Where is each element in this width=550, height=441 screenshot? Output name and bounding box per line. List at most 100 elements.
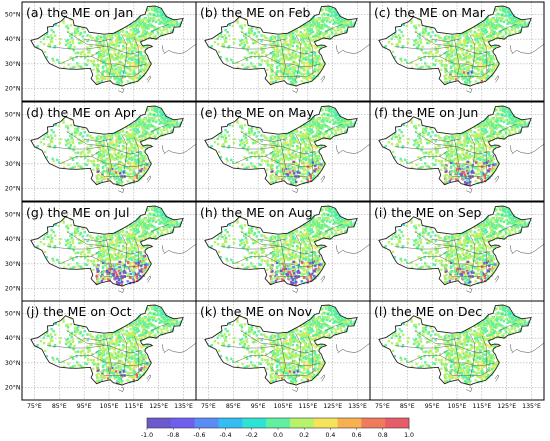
station-marker [310, 44, 313, 47]
station-marker [337, 120, 340, 124]
station-marker [161, 13, 164, 17]
station-marker [272, 51, 275, 54]
station-marker [120, 53, 124, 56]
station-marker [428, 55, 431, 59]
station-marker [300, 72, 303, 75]
station-marker [280, 157, 283, 161]
station-marker [125, 134, 128, 138]
station-marker [323, 17, 326, 20]
station-marker [391, 35, 395, 38]
station-marker [334, 132, 338, 135]
station-marker [292, 49, 295, 52]
station-marker [115, 43, 118, 46]
station-marker [94, 139, 97, 142]
station-marker [103, 135, 106, 138]
station-marker [494, 9, 497, 12]
station-marker [90, 159, 93, 163]
station-marker [307, 76, 311, 79]
station-marker [315, 18, 318, 22]
station-marker [302, 125, 306, 128]
station-marker [76, 31, 79, 34]
station-marker [414, 42, 418, 45]
station-marker [314, 19, 317, 22]
station-marker [143, 31, 146, 34]
station-marker [338, 20, 341, 23]
station-marker [463, 73, 467, 76]
station-marker [126, 72, 129, 75]
station-marker [326, 118, 330, 121]
station-marker [288, 64, 291, 67]
station-marker [429, 27, 433, 30]
station-marker [328, 34, 331, 37]
station-marker [108, 146, 112, 149]
station-marker [480, 168, 484, 172]
station-marker [254, 41, 257, 45]
station-marker [135, 130, 138, 133]
station-marker [311, 139, 315, 142]
station-marker [300, 154, 303, 157]
station-marker [109, 42, 112, 45]
station-marker [256, 139, 260, 142]
station-marker [462, 146, 465, 149]
station-marker [247, 145, 250, 149]
station-marker [108, 134, 111, 137]
station-marker [100, 154, 103, 158]
station-marker [67, 46, 71, 49]
station-marker [512, 26, 515, 29]
station-marker [272, 47, 275, 50]
station-marker [216, 42, 220, 46]
station-marker [145, 146, 148, 150]
station-marker [492, 61, 495, 65]
station-marker [314, 33, 317, 36]
station-marker [308, 49, 311, 52]
station-marker [310, 128, 313, 132]
station-marker [290, 62, 294, 65]
station-marker [292, 165, 295, 169]
station-marker [154, 134, 157, 137]
station-marker [110, 43, 114, 46]
station-marker [253, 151, 256, 154]
station-marker [314, 124, 317, 127]
station-marker [259, 163, 263, 167]
station-marker [77, 26, 80, 30]
station-marker [299, 31, 302, 34]
station-marker [72, 149, 76, 152]
station-marker [465, 55, 468, 59]
station-marker [139, 69, 142, 73]
station-marker [422, 134, 425, 137]
station-marker [450, 44, 453, 47]
station-marker [271, 173, 274, 176]
station-marker [127, 38, 130, 41]
station-marker [138, 145, 141, 148]
station-marker [120, 129, 123, 132]
station-marker [120, 153, 124, 156]
station-marker [107, 43, 110, 46]
station-marker [450, 59, 453, 62]
station-marker [118, 30, 122, 33]
station-marker [466, 179, 470, 182]
station-marker [497, 22, 500, 25]
station-marker [293, 181, 296, 185]
station-marker [158, 122, 161, 126]
station-marker [105, 66, 109, 70]
station-marker [56, 158, 59, 162]
station-marker [281, 43, 284, 46]
station-marker [153, 9, 157, 13]
station-marker [92, 68, 95, 71]
station-marker [126, 74, 129, 77]
station-marker [475, 155, 479, 159]
station-marker [327, 106, 331, 109]
china-outline [30, 105, 184, 187]
station-marker [322, 12, 325, 15]
station-marker [86, 48, 90, 51]
station-marker [270, 145, 274, 149]
station-marker [331, 13, 334, 16]
station-marker [153, 128, 156, 131]
station-marker [129, 142, 133, 146]
station-marker [130, 58, 134, 61]
station-marker [154, 7, 157, 11]
station-marker [74, 151, 77, 155]
station-marker [136, 28, 139, 32]
station-marker [155, 10, 159, 14]
station-marker [134, 127, 137, 130]
